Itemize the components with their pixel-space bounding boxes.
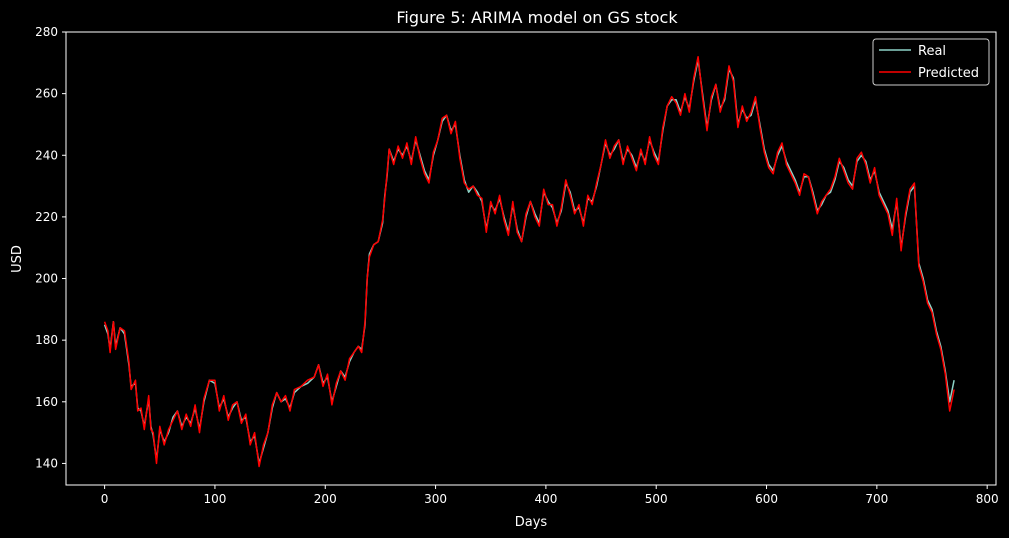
series-line-predicted [103,55,955,468]
y-tick-label: 140 [35,456,58,470]
y-tick-label: 220 [35,210,58,224]
x-tick-label: 0 [101,492,109,506]
x-tick-label: 300 [424,492,447,506]
x-axis-label: Days [515,515,548,530]
y-tick-label: 240 [35,148,58,162]
plot-frame [65,31,997,486]
y-axis: 140 160 180 200 220 240 260 280 [35,25,66,470]
y-tick-label: 280 [35,25,58,39]
legend-label-real: Real [918,44,946,59]
y-tick-label: 200 [35,272,58,286]
y-axis-label: USD [10,245,25,273]
y-tick-label: 160 [35,395,58,409]
x-tick-label: 400 [534,492,557,506]
x-tick-label: 100 [203,492,226,506]
x-axis: 0 100 200 300 400 500 600 700 800 [101,485,999,506]
x-tick-label: 600 [755,492,778,506]
x-tick-label: 200 [314,492,337,506]
x-tick-label: 700 [865,492,888,506]
legend: Real Predicted [872,38,990,86]
chart-title: Figure 5: ARIMA model on GS stock [396,8,678,27]
y-tick-label: 180 [35,333,58,347]
x-tick-label: 800 [976,492,999,506]
legend-label-predicted: Predicted [918,66,979,81]
x-tick-label: 500 [645,492,668,506]
y-tick-label: 260 [35,87,58,101]
